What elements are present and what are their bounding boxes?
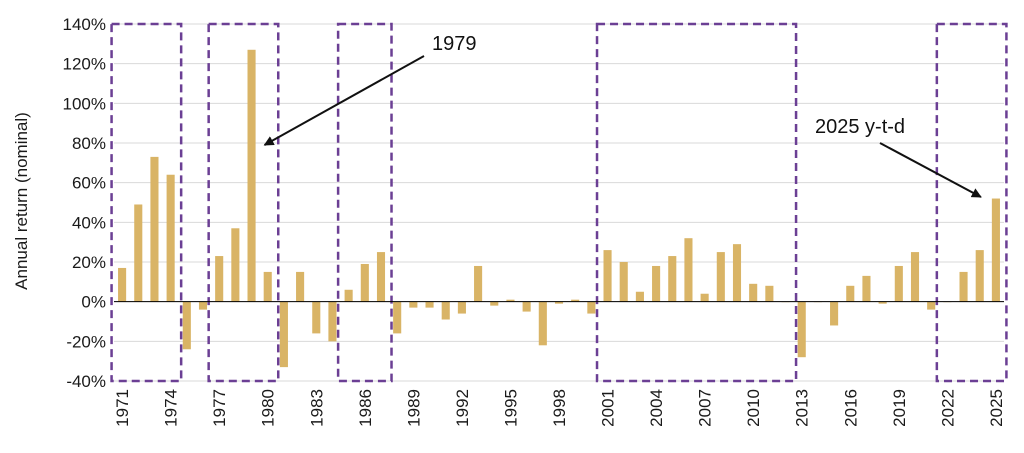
bar-2007 xyxy=(700,293,709,302)
bar-1973 xyxy=(150,156,159,302)
bar-2000 xyxy=(587,301,596,314)
x-tick-label: 2001 xyxy=(599,389,618,427)
bar-2011 xyxy=(765,285,774,302)
bar-1975 xyxy=(182,301,191,350)
y-tick-label: 20% xyxy=(72,253,106,272)
bar-2001 xyxy=(603,250,612,302)
bar-1978 xyxy=(231,228,240,302)
bar-2013 xyxy=(797,301,806,358)
x-tick-label: 1971 xyxy=(113,389,132,427)
x-tick-label: 2016 xyxy=(841,389,860,427)
bar-1999 xyxy=(571,299,580,302)
bar-2025 xyxy=(991,198,1000,302)
bar-2016 xyxy=(846,285,855,302)
bar-1988 xyxy=(393,301,402,334)
bar-1981 xyxy=(279,301,288,368)
x-tick-label: 1974 xyxy=(162,389,181,427)
y-tick-label: 100% xyxy=(63,94,106,113)
y-axis-title: Annual return (nominal) xyxy=(12,112,31,290)
bar-1995 xyxy=(506,299,515,302)
x-tick-label: 1995 xyxy=(501,389,520,427)
bar-2006 xyxy=(684,238,693,302)
bar-1986 xyxy=(360,263,369,302)
highlight-box-2001-2012 xyxy=(595,22,798,383)
bar-1990 xyxy=(425,301,434,308)
bar-1977 xyxy=(215,256,224,302)
x-tick-label: 2013 xyxy=(793,389,812,427)
annotation-1979-label: 1979 xyxy=(432,33,477,55)
bar-2004 xyxy=(652,265,661,302)
bar-1983 xyxy=(312,301,321,334)
bar-2005 xyxy=(668,256,677,302)
y-tick-label: 120% xyxy=(63,55,106,74)
bar-1980 xyxy=(263,271,272,302)
bar-1998 xyxy=(554,301,564,304)
bar-2015 xyxy=(830,301,839,326)
bar-1992 xyxy=(457,301,466,314)
x-tick-label: 2007 xyxy=(696,389,715,427)
bar-2024 xyxy=(975,250,984,302)
bar-1979 xyxy=(247,49,256,302)
bar-2010 xyxy=(749,283,758,302)
bar-1993 xyxy=(474,265,483,302)
highlight-box-2022-2025 xyxy=(935,22,1008,383)
bar-1971 xyxy=(118,267,127,302)
highlight-box-1971-1974 xyxy=(110,22,183,383)
x-tick-label: 1989 xyxy=(404,389,423,427)
bar-1987 xyxy=(376,252,386,302)
bar-2020 xyxy=(910,252,920,302)
y-tick-label: 140% xyxy=(63,15,106,34)
bar-2003 xyxy=(635,291,644,302)
y-tick-label: -20% xyxy=(66,332,106,351)
bar-1985 xyxy=(344,289,353,302)
bar-1984 xyxy=(328,301,337,342)
bar-1976 xyxy=(198,301,208,310)
bar-1989 xyxy=(409,301,418,308)
bar-1982 xyxy=(296,271,305,302)
highlight-box-1985-1987 xyxy=(336,22,393,383)
y-tick-label: 0% xyxy=(81,293,106,312)
bar-1994 xyxy=(490,301,499,306)
bar-2002 xyxy=(619,262,628,302)
bar-1974 xyxy=(166,174,175,302)
x-tick-label: 1977 xyxy=(210,389,229,427)
x-tick-label: 2025 xyxy=(987,389,1006,427)
bar-1997 xyxy=(538,301,547,346)
x-tick-label: 1980 xyxy=(259,389,278,427)
bar-1996 xyxy=(522,301,531,312)
bar-2019 xyxy=(894,265,903,302)
bar-2018 xyxy=(878,301,887,304)
x-tick-label: 2004 xyxy=(647,389,666,427)
x-tick-label: 1992 xyxy=(453,389,472,427)
y-tick-label: 80% xyxy=(72,134,106,153)
bar-2009 xyxy=(732,244,742,302)
bar-2023 xyxy=(959,271,968,302)
bar-2008 xyxy=(716,252,725,302)
y-tick-label: 40% xyxy=(72,213,106,232)
bar-1991 xyxy=(441,301,450,320)
x-tick-label: 2019 xyxy=(890,389,909,427)
x-tick-label: 1983 xyxy=(307,389,326,427)
annotation-2025-label: 2025 y-t-d xyxy=(815,116,905,138)
y-tick-label: -40% xyxy=(66,372,106,391)
y-tick-label: 60% xyxy=(72,174,106,193)
x-tick-label: 1986 xyxy=(356,389,375,427)
bar-1972 xyxy=(134,204,143,302)
bar-2021 xyxy=(927,301,936,310)
highlight-box-1977-1980 xyxy=(207,22,280,383)
annotation-1979-arrow xyxy=(263,55,425,146)
x-tick-label: 1998 xyxy=(550,389,569,427)
annotation-2025-arrow xyxy=(879,142,982,198)
bar-2017 xyxy=(862,275,871,302)
x-tick-label: 2010 xyxy=(744,389,763,427)
x-tick-label: 2022 xyxy=(938,389,957,427)
